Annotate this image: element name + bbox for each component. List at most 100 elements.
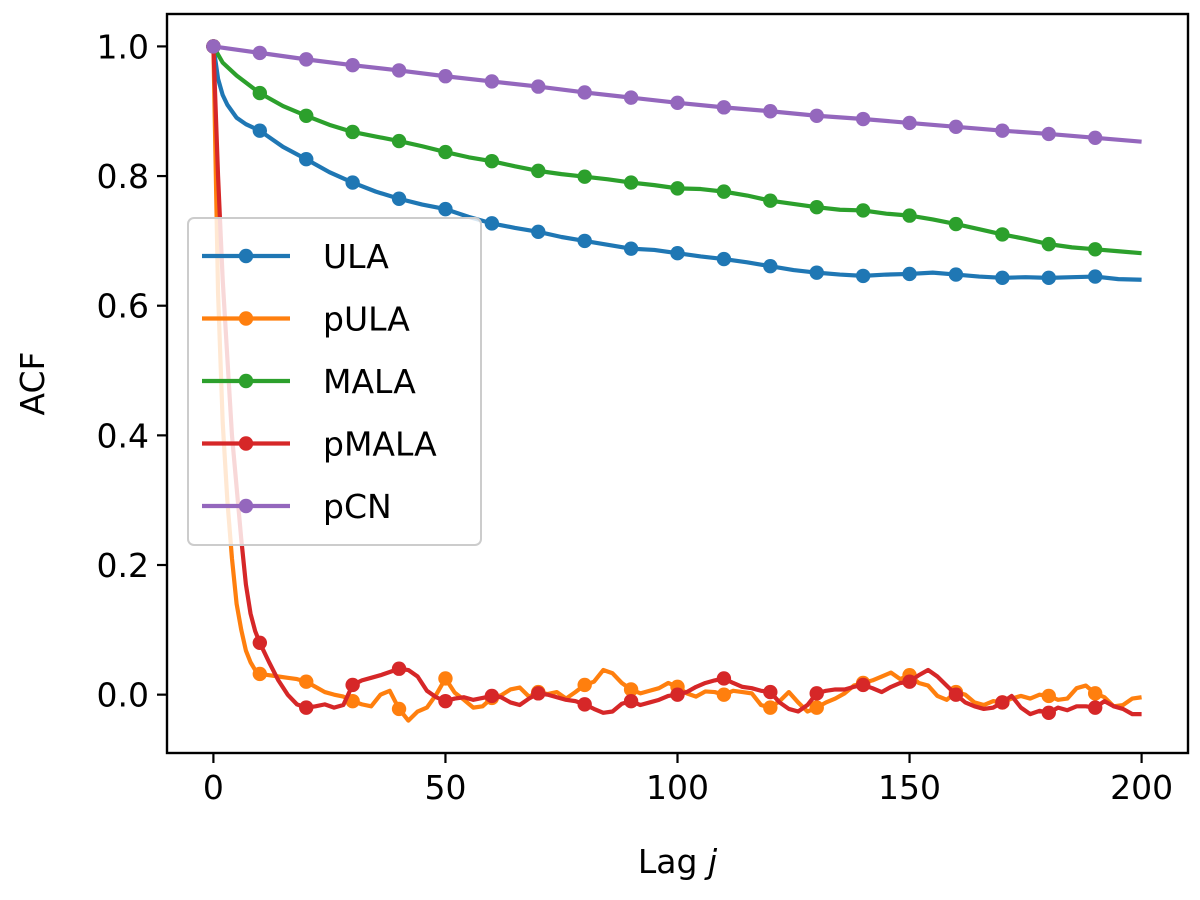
series-point-pcn [995,123,1010,138]
series-point-pmala [670,687,685,702]
series-point-pcn [345,58,360,73]
series-layer [206,39,1142,723]
series-point-ula [577,233,592,249]
series-point-ula [902,266,917,282]
series-point-pmala [391,661,407,676]
series-point-pmala [763,684,778,700]
series-point-pcn [484,74,500,89]
series-point-ula [855,268,871,284]
series-point-pula [716,687,732,702]
series-point-mala [484,153,500,169]
series-point-pula [391,701,407,717]
series-point-ula [531,224,546,240]
series-point-pmala [252,635,268,650]
series-point-mala [391,133,407,149]
legend-label: pMALA [323,425,437,464]
y-axis-label: ACF [13,351,52,415]
series-point-ula [763,258,778,274]
series-point-pmala [623,693,639,709]
legend-item-ula: ULA [202,237,389,276]
series-point-mala [1087,242,1103,257]
series-point-pcn [948,119,964,134]
series-point-mala [763,193,778,208]
y-tick-label: 0.4 [97,416,149,455]
series-point-mala [995,227,1010,242]
series-point-ula [670,246,685,261]
series-point-mala [577,169,592,184]
series-point-pcn [1087,130,1103,146]
series-point-ula [252,123,268,138]
series-point-ula [716,251,732,267]
series-point-mala [299,108,314,123]
series-point-pmala [531,686,546,701]
series-line-pmala [211,46,1142,717]
x-axis-label: Lag j [638,842,718,881]
legend-label: ULA [323,237,389,276]
y-tick-label: 0.6 [97,287,149,326]
series-point-pula [809,700,824,715]
series-point-pcn [391,63,407,78]
y-tick-label: 0.2 [97,546,149,585]
series-point-mala [809,199,824,215]
series-point-ula [1087,269,1103,284]
series-point-pcn [670,95,685,111]
series-point-pcn [855,111,871,127]
legend-swatch-marker [238,436,254,451]
series-point-mala [531,163,546,179]
series-point-ula [809,265,824,280]
legend: ULA pULA MALA pMALA pCN [187,217,482,546]
series-point-pula [577,677,592,693]
series-point-mala [438,144,453,160]
series-point-mala [855,203,871,218]
series-point-ula [1041,270,1056,286]
x-tick-label: 50 [424,768,466,807]
series-point-pcn [438,69,453,84]
series-point-ula [484,216,500,231]
legend-label: pCN [323,487,392,526]
series-point-ula [391,191,407,206]
series-point-pula [299,674,314,689]
series-point-ula [995,270,1010,286]
series-point-mala [623,175,639,190]
series-point-pcn [577,85,592,100]
series-point-mala [345,124,360,140]
series-point-pcn [531,79,546,94]
series-point-ula [623,241,639,256]
series-point-pcn [763,104,778,119]
series-point-pmala [948,687,964,702]
series-point-pmala [855,677,871,693]
series-point-pmala [1087,700,1103,715]
x-tick-label: 100 [646,768,709,807]
series-point-pmala [902,674,917,689]
series-point-mala [948,216,964,232]
legend-swatch-marker [238,311,254,326]
series-point-pula [1087,686,1103,701]
series-point-pmala [438,693,453,709]
series-pcn [206,39,1142,146]
y-tick-label: 0.0 [97,676,149,715]
legend-label: pULA [323,300,410,339]
series-point-ula [438,201,453,217]
y-tick-label: 0.8 [97,157,149,196]
series-point-pcn [1041,126,1056,142]
legend-swatch-marker [238,248,254,264]
series-point-pmala [345,677,360,693]
series-point-pula [252,666,268,682]
x-axis-label-text: Lag [638,842,708,881]
series-point-ula [345,175,360,190]
legend-swatch-marker [238,498,254,514]
series-line-pula [211,46,1142,723]
y-tick-label: 1.0 [97,27,149,66]
legend-item-pcn: pCN [202,487,392,526]
series-point-mala [670,181,685,196]
series-point-mala [1041,236,1056,252]
series-point-pmala [1041,705,1056,721]
series-point-mala [902,208,917,223]
series-point-ula [948,267,964,282]
series-point-pmala [577,697,592,712]
x-tick-label: 0 [203,768,224,807]
series-point-mala [252,85,268,101]
x-axis-label-variable: j [704,842,718,881]
legend-swatch-marker [238,373,254,389]
